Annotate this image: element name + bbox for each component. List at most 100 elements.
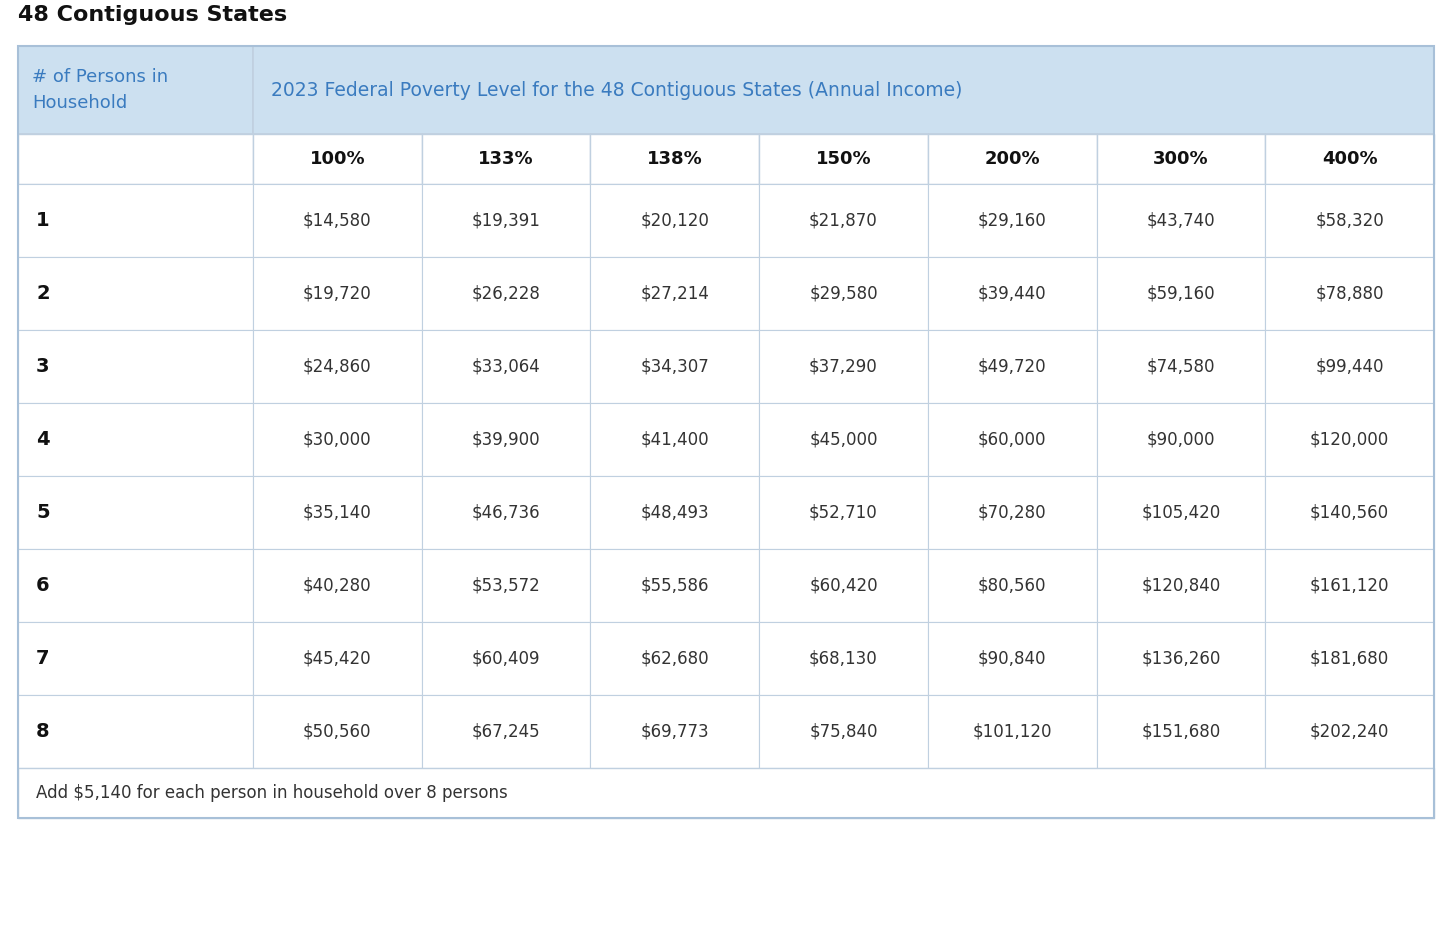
Text: $140,560: $140,560 [1310, 503, 1390, 521]
Bar [17, 46, 1435, 818]
Bar [1265, 695, 1435, 768]
Text: $202,240: $202,240 [1310, 723, 1390, 741]
Bar [421, 549, 591, 622]
Bar [1265, 622, 1435, 695]
Text: $90,840: $90,840 [979, 649, 1047, 667]
Text: $21,870: $21,870 [809, 212, 878, 230]
Bar [928, 257, 1096, 330]
Bar [591, 330, 759, 403]
Bar [928, 403, 1096, 476]
Bar [421, 403, 591, 476]
Text: $74,580: $74,580 [1147, 358, 1215, 375]
Bar [17, 330, 253, 403]
Bar [1096, 134, 1265, 184]
Text: $40,280: $40,280 [303, 577, 372, 595]
Bar [421, 330, 591, 403]
Text: $14,580: $14,580 [303, 212, 372, 230]
Bar [1096, 330, 1265, 403]
Text: $151,680: $151,680 [1141, 723, 1221, 741]
Text: 400%: 400% [1321, 150, 1378, 168]
Bar [1265, 549, 1435, 622]
Bar [1265, 184, 1435, 257]
Text: $37,290: $37,290 [809, 358, 878, 375]
Bar [928, 549, 1096, 622]
Bar [759, 403, 928, 476]
Bar [1265, 257, 1435, 330]
Bar [17, 403, 253, 476]
Bar [17, 768, 1435, 818]
Bar [17, 622, 253, 695]
Bar [759, 330, 928, 403]
Bar [591, 549, 759, 622]
Bar [17, 134, 253, 184]
Bar [421, 622, 591, 695]
Bar [1096, 476, 1265, 549]
Bar [759, 622, 928, 695]
Bar [253, 403, 421, 476]
Text: $99,440: $99,440 [1316, 358, 1384, 375]
Bar [1096, 549, 1265, 622]
Text: 4: 4 [36, 430, 49, 449]
Bar [253, 549, 421, 622]
Text: $136,260: $136,260 [1141, 649, 1221, 667]
Text: 133%: 133% [478, 150, 534, 168]
Text: $70,280: $70,280 [977, 503, 1047, 521]
Bar [759, 695, 928, 768]
Text: $120,000: $120,000 [1310, 430, 1390, 449]
Text: 300%: 300% [1153, 150, 1208, 168]
Text: 2: 2 [36, 284, 49, 303]
Text: $39,900: $39,900 [472, 430, 540, 449]
Text: 150%: 150% [816, 150, 871, 168]
Text: $120,840: $120,840 [1141, 577, 1221, 595]
Bar [928, 476, 1096, 549]
Text: $29,580: $29,580 [809, 284, 878, 302]
Text: # of Persons in
Household: # of Persons in Household [32, 68, 168, 112]
Text: $52,710: $52,710 [809, 503, 878, 521]
Bar [17, 695, 253, 768]
Bar [928, 330, 1096, 403]
Text: $49,720: $49,720 [977, 358, 1047, 375]
Text: $80,560: $80,560 [979, 577, 1047, 595]
Text: $33,064: $33,064 [472, 358, 540, 375]
Bar [253, 46, 1435, 134]
Text: 138%: 138% [648, 150, 703, 168]
Text: $90,000: $90,000 [1147, 430, 1215, 449]
Bar [591, 476, 759, 549]
Text: $43,740: $43,740 [1147, 212, 1215, 230]
Bar [17, 549, 253, 622]
Bar [253, 134, 421, 184]
Bar [253, 257, 421, 330]
Bar [17, 257, 253, 330]
Bar [1096, 403, 1265, 476]
Bar [591, 622, 759, 695]
Text: $41,400: $41,400 [640, 430, 709, 449]
Bar [1096, 622, 1265, 695]
Text: $48,493: $48,493 [640, 503, 709, 521]
Text: $19,391: $19,391 [472, 212, 540, 230]
Bar [1096, 257, 1265, 330]
Text: 200%: 200% [984, 150, 1040, 168]
Text: $50,560: $50,560 [303, 723, 372, 741]
Bar [759, 257, 928, 330]
Bar [928, 184, 1096, 257]
Text: Add $5,140 for each person in household over 8 persons: Add $5,140 for each person in household … [36, 784, 508, 802]
Bar [421, 184, 591, 257]
Bar [591, 184, 759, 257]
Bar [928, 622, 1096, 695]
Text: 5: 5 [36, 503, 49, 522]
Bar [591, 695, 759, 768]
Bar [17, 46, 253, 134]
Text: $26,228: $26,228 [472, 284, 540, 302]
Text: $78,880: $78,880 [1316, 284, 1384, 302]
Bar [759, 184, 928, 257]
Text: $181,680: $181,680 [1310, 649, 1390, 667]
Bar [591, 403, 759, 476]
Text: $45,420: $45,420 [303, 649, 372, 667]
Bar [17, 476, 253, 549]
Text: $62,680: $62,680 [640, 649, 709, 667]
Text: $105,420: $105,420 [1141, 503, 1221, 521]
Bar [1265, 476, 1435, 549]
Bar [421, 134, 591, 184]
Bar [759, 549, 928, 622]
Bar [928, 134, 1096, 184]
